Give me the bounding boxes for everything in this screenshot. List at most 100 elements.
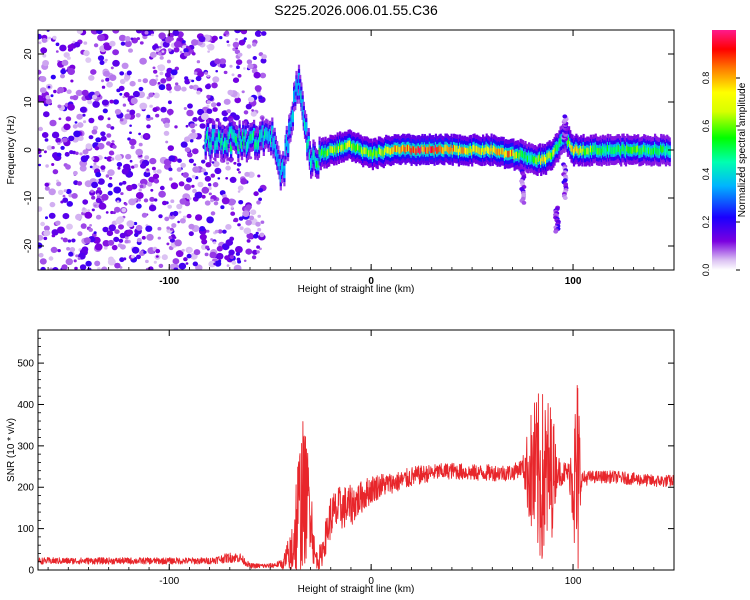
ridge-segment [399, 147, 402, 154]
noise-blob [204, 71, 208, 75]
ridge-segment [209, 145, 212, 152]
noise-blob [74, 266, 78, 270]
noise-blob [256, 200, 261, 205]
noise-blob [95, 137, 102, 143]
ridge-segment [617, 145, 620, 152]
noise-blob [117, 166, 121, 170]
noise-blob [144, 30, 149, 35]
ridge-segment [478, 147, 481, 155]
ridge-segment [420, 146, 423, 154]
noise-blob [77, 135, 84, 141]
noise-blob [208, 192, 212, 196]
ridge-segment [214, 143, 217, 151]
noise-blob [75, 89, 83, 96]
noise-blob [182, 215, 187, 219]
ridge-segment [505, 150, 508, 157]
ridge-segment [643, 145, 646, 152]
ridge-segment [534, 156, 537, 163]
ridge-segment [322, 148, 325, 155]
ridge-segment [300, 93, 303, 101]
ridge-segment [377, 147, 380, 155]
noise-blob [189, 139, 194, 143]
ridge-segment [262, 138, 265, 145]
noise-blob [65, 152, 70, 156]
noise-blob [106, 123, 112, 129]
ridge-segment [257, 140, 261, 147]
ridge-segment [244, 132, 247, 140]
ridge-segment [492, 145, 496, 153]
noise-blob [57, 249, 61, 253]
noise-blob [173, 47, 180, 53]
noise-blob [146, 181, 153, 187]
noise-blob [246, 44, 252, 49]
noise-blob [205, 162, 212, 168]
ridge-branch [562, 114, 568, 119]
noise-blob [177, 220, 180, 224]
noise-blob [206, 216, 214, 224]
noise-blob [197, 71, 205, 78]
noise-blob [231, 73, 235, 77]
noise-blob [98, 202, 107, 210]
noise-blob [226, 109, 231, 114]
noise-blob [91, 208, 95, 212]
ridge-segment [242, 131, 245, 139]
ridge-segment [448, 147, 451, 154]
noise-blob [44, 138, 49, 142]
noise-blob [130, 97, 138, 105]
noise-blob [173, 267, 179, 270]
noise-blob [100, 135, 107, 142]
noise-blob [75, 151, 79, 155]
noise-blob [150, 188, 154, 192]
noise-blob [186, 253, 192, 259]
ridge-segment [392, 147, 395, 154]
noise-blob [55, 220, 61, 226]
noise-blob [141, 212, 148, 218]
noise-blob [40, 266, 46, 270]
ridge-segment [225, 140, 228, 148]
ridge-segment [306, 142, 309, 150]
noise-blob [149, 51, 157, 58]
ridge-segment [317, 160, 320, 168]
colorbar-axis: 0.0 0.2 0.4 0.6 0.8 [701, 72, 740, 276]
snr-y-tick-label: 200 [17, 483, 34, 494]
noise-blob [161, 254, 168, 261]
ridge-segment [609, 145, 612, 152]
noise-blob [141, 235, 146, 240]
noise-blob [102, 108, 108, 114]
noise-blob [76, 181, 83, 186]
ridge-segment [553, 147, 556, 155]
noise-blob [103, 70, 110, 77]
ridge-segment [231, 128, 234, 136]
ridge-segment [368, 150, 371, 157]
noise-blob [114, 108, 122, 115]
ridge-segment [502, 148, 505, 155]
ridge-segment [247, 142, 250, 149]
noise-blob [91, 157, 95, 161]
ridge-segment [449, 147, 452, 154]
ridge-segment [265, 129, 268, 137]
noise-blob [226, 40, 230, 43]
noise-blob [45, 98, 52, 105]
noise-blob [65, 116, 72, 122]
noise-blob [153, 169, 157, 173]
ridge-segment [385, 145, 388, 153]
noise-blob [97, 115, 104, 121]
noise-blob [60, 73, 65, 79]
noise-blob [193, 249, 201, 256]
ridge-segment [594, 144, 597, 152]
noise-blob [51, 146, 55, 150]
noise-blob [164, 216, 170, 222]
ridge-segment [233, 133, 236, 140]
ridge-segment [359, 145, 362, 153]
ridge-segment [640, 147, 643, 155]
noise-blob [42, 60, 49, 67]
noise-blob [150, 33, 154, 37]
noise-blob [252, 56, 257, 60]
noise-blob [238, 39, 246, 46]
noise-blob [182, 40, 186, 44]
ridge-segment [422, 147, 425, 154]
ridge-segment [513, 153, 516, 160]
ridge-segment [547, 152, 550, 160]
snr-x-tick-label: -100 [159, 576, 179, 587]
